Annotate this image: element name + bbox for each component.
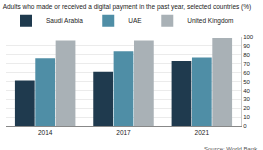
svg-text:United Kingdom: United Kingdom bbox=[187, 17, 233, 25]
svg-text:2014: 2014 bbox=[38, 129, 53, 136]
svg-text:60: 60 bbox=[243, 70, 250, 76]
svg-text:70: 70 bbox=[243, 61, 250, 67]
svg-text:2021: 2021 bbox=[195, 129, 210, 136]
svg-text:Saudi Arabia: Saudi Arabia bbox=[46, 17, 83, 24]
svg-text:30: 30 bbox=[243, 96, 250, 102]
svg-text:2017: 2017 bbox=[116, 129, 131, 136]
svg-text:80: 80 bbox=[243, 52, 250, 58]
svg-text:40: 40 bbox=[243, 88, 250, 94]
svg-text:90: 90 bbox=[243, 43, 250, 49]
svg-text:Adults who made or received a: Adults who made or received a digital pa… bbox=[3, 3, 252, 11]
svg-text:0: 0 bbox=[243, 123, 247, 129]
svg-text:100: 100 bbox=[243, 34, 254, 40]
svg-text:UAE: UAE bbox=[128, 17, 142, 24]
svg-text:20: 20 bbox=[243, 105, 250, 111]
svg-text:50: 50 bbox=[243, 79, 250, 85]
svg-text:10: 10 bbox=[243, 114, 250, 120]
svg-text:Source: World Bank: Source: World Bank bbox=[204, 146, 258, 150]
